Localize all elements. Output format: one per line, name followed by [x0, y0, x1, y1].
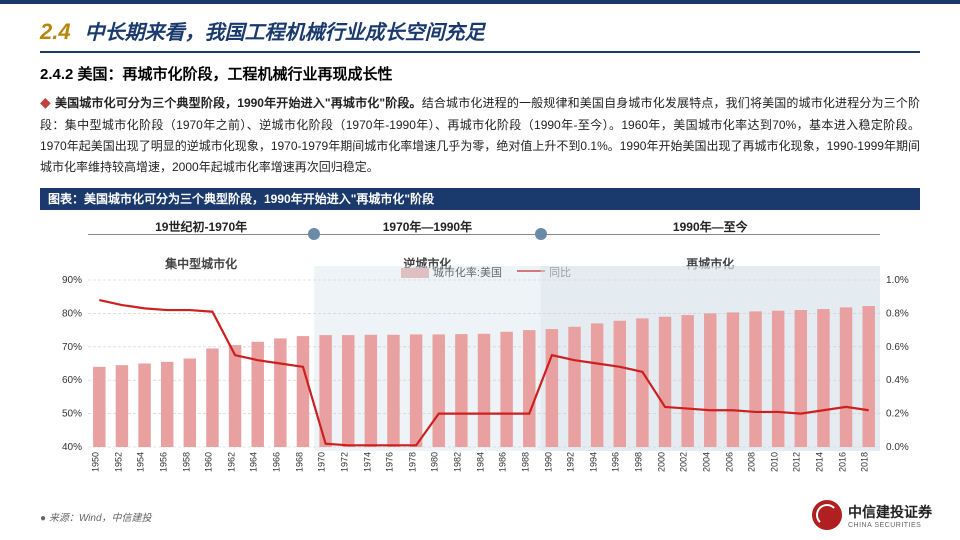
- body-paragraph: ◆美国城市化可分为三个典型阶段，1990年开始进入"再城市化"阶段。结合城市化进…: [40, 90, 920, 178]
- period-2-label: 1970年—1990年: [314, 218, 540, 235]
- svg-text:0.8%: 0.8%: [886, 308, 909, 319]
- section-title: 中长期来看，我国工程机械行业成长空间充足: [85, 16, 485, 45]
- period-1: 19世纪初-1970年 集中型城市化: [88, 216, 314, 260]
- svg-text:80%: 80%: [62, 308, 82, 319]
- chart-title: 图表：美国城市化可分为三个典型阶段，1990年开始进入"再城市化"阶段: [40, 188, 920, 210]
- svg-text:40%: 40%: [62, 442, 82, 451]
- section-number: 2.4: [40, 19, 71, 45]
- period-1-label: 19世纪初-1970年: [88, 218, 314, 235]
- svg-text:0.6%: 0.6%: [886, 341, 909, 352]
- logo-cn: 中信建投证券: [848, 502, 932, 522]
- period-3-label: 1990年—至今: [541, 218, 880, 235]
- period-3: 1990年—至今 再城市化: [541, 216, 880, 260]
- source-note: ● 来源：Wind，中信建投: [40, 509, 152, 524]
- lead-text: 美国城市化可分为三个典型阶段，1990年开始进入"再城市化"阶段。: [55, 96, 422, 110]
- header: 2.4 中长期来看，我国工程机械行业成长空间充足: [40, 16, 920, 53]
- chart-plot: 40% 50% 60% 70% 80% 90% 0.0% 0.2% 0.4% 0.6% 0.8% 1.…: [40, 266, 920, 451]
- logo-icon: [812, 500, 842, 530]
- period-2: 1970年—1990年 逆城市化: [314, 216, 540, 260]
- chart: 19世纪初-1970年 集中型城市化 1970年—1990年 逆城市化 1990…: [40, 216, 920, 471]
- bullet-icon: ◆: [40, 94, 51, 110]
- svg-text:1.0%: 1.0%: [886, 275, 909, 286]
- x-axis-labels: 1950195219541956195819601962196419661968…: [88, 453, 880, 471]
- source-text: 来源：Wind，中信建投: [49, 513, 152, 524]
- svg-text:60%: 60%: [62, 375, 82, 386]
- logo: 中信建投证券 CHINA SECURITIES: [812, 500, 932, 530]
- logo-en: CHINA SECURITIES: [848, 522, 932, 529]
- svg-text:0.2%: 0.2%: [886, 408, 909, 419]
- svg-text:0.4%: 0.4%: [886, 375, 909, 386]
- svg-text:90%: 90%: [62, 275, 82, 286]
- period-header: 19世纪初-1970年 集中型城市化 1970年—1990年 逆城市化 1990…: [88, 216, 880, 260]
- svg-text:0.0%: 0.0%: [886, 442, 909, 451]
- subtitle: 2.4.2 美国：再城市化阶段，工程机械行业再现成长性: [40, 63, 920, 84]
- svg-text:50%: 50%: [62, 408, 82, 419]
- logo-text: 中信建投证券 CHINA SECURITIES: [848, 502, 932, 529]
- svg-text:70%: 70%: [62, 341, 82, 352]
